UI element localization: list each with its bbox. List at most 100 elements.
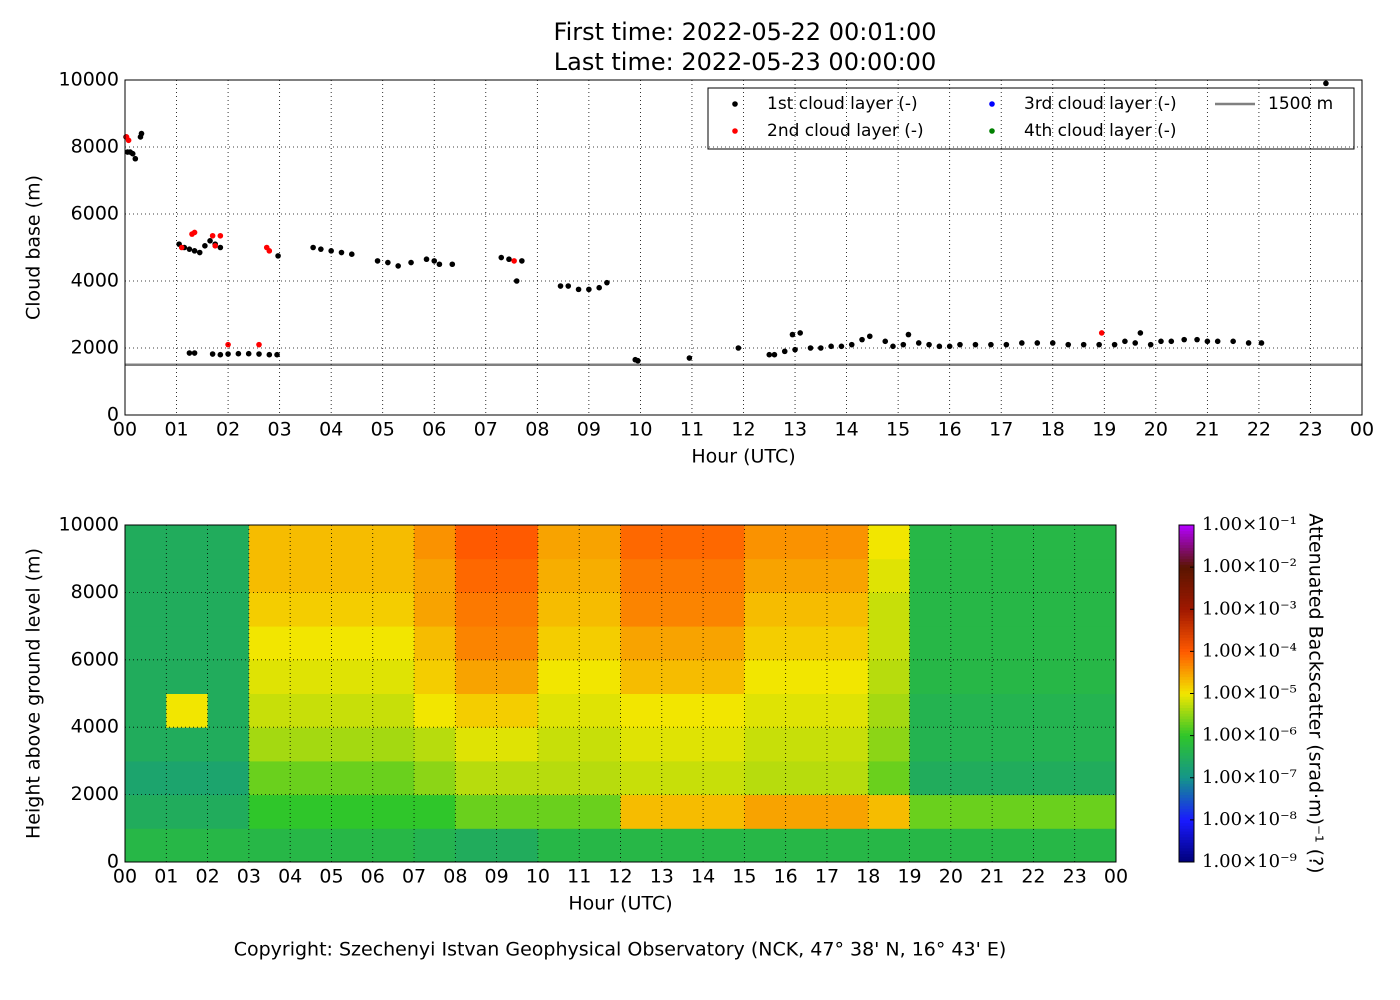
heatmap-cell	[537, 558, 580, 593]
colorbar-tick-label: 1.00×10⁻⁴	[1202, 640, 1297, 661]
heatmap-cell	[207, 525, 250, 560]
heatmap-cell	[1033, 693, 1076, 728]
colorbar-segment	[1179, 822, 1194, 826]
heatmap-cell	[579, 592, 621, 627]
heatmap-cell	[620, 592, 663, 627]
x-tick-label: 04	[278, 866, 302, 888]
heatmap-cell	[290, 794, 332, 829]
legend-label: 2nd cloud layer (-)	[767, 121, 924, 141]
colorbar-segment	[1179, 760, 1194, 765]
heatmap-cell	[992, 592, 1034, 627]
point	[1065, 341, 1072, 348]
heatmap-cell	[414, 693, 456, 728]
heatmap-cell	[620, 828, 663, 863]
point	[449, 261, 456, 268]
point	[129, 150, 136, 157]
heatmap-cell	[1074, 626, 1117, 661]
heatmap-cell	[207, 693, 250, 728]
colorbar-segment	[1179, 586, 1194, 591]
heatmap-cell	[537, 727, 580, 762]
heatmap-cell	[414, 828, 456, 863]
colorbar-segment	[1179, 699, 1194, 703]
heatmap-cell	[703, 760, 745, 796]
heatmap-cell	[331, 794, 374, 829]
y-tick-label: 10000	[59, 514, 119, 536]
x-tick-label: 05	[319, 866, 343, 888]
heatmap-cell	[909, 626, 952, 661]
colorbar-segment	[1179, 836, 1194, 841]
heatmap-cell	[248, 525, 291, 560]
heatmap-cell	[248, 760, 291, 796]
x-tick-label: 08	[443, 866, 467, 888]
point	[797, 330, 803, 336]
heatmap-cell	[537, 525, 580, 560]
legend-label: 1500 m	[1268, 94, 1333, 114]
chart-title: First time: 2022-05-22 00:01:00	[554, 18, 937, 46]
heatmap-cell	[455, 693, 498, 728]
heatmap-cell	[620, 727, 663, 762]
heatmap-cell	[579, 693, 621, 728]
heatmap-cell	[744, 727, 787, 762]
heatmap-cell	[496, 592, 539, 627]
colorbar-segment	[1179, 797, 1194, 801]
heatmap-cell	[992, 727, 1034, 762]
heatmap-cell	[620, 659, 663, 694]
point	[348, 251, 355, 257]
legend-marker	[732, 101, 738, 107]
heatmap-cell	[785, 558, 828, 593]
heatmap-cell	[290, 693, 332, 728]
heatmap-cell	[620, 693, 663, 728]
heatmap-cell	[331, 727, 374, 762]
point	[191, 350, 198, 356]
chart-title: Last time: 2022-05-23 00:00:00	[554, 48, 936, 76]
heatmap-cell	[455, 659, 498, 694]
heatmap-cell	[703, 525, 745, 560]
plot-frame	[124, 79, 1363, 416]
heatmap-cell	[785, 760, 828, 796]
heatmap-cell	[661, 592, 704, 627]
heatmap-cell	[372, 525, 415, 560]
heatmap-cell	[868, 828, 911, 863]
legend-marker	[732, 128, 738, 134]
y-tick-label: 6000	[71, 203, 119, 225]
colorbar-segment	[1179, 550, 1194, 554]
colorbar-segment	[1179, 575, 1194, 579]
colorbar-segment	[1179, 564, 1194, 568]
colorbar-segment	[1179, 598, 1194, 602]
point	[1147, 341, 1154, 348]
x-tick-label: 11	[680, 419, 704, 441]
point	[310, 244, 316, 251]
heatmap-cell	[1074, 693, 1117, 728]
colorbar-segment	[1179, 561, 1194, 565]
point	[225, 351, 231, 357]
colorbar-segment	[1179, 679, 1194, 683]
plot-frame	[124, 524, 1117, 863]
heatmap-cell	[331, 558, 374, 593]
point	[266, 351, 273, 358]
colorbar-segment	[1179, 572, 1194, 577]
heatmap-cell	[785, 727, 828, 762]
colorbar-segment	[1179, 536, 1194, 540]
colorbar-tick-label: 1.00×10⁻⁵	[1202, 683, 1297, 704]
colorbar-segment	[1179, 803, 1194, 807]
colorbar-tick-label: 1.00×10⁻³	[1202, 598, 1297, 619]
point	[1080, 341, 1087, 348]
point	[818, 345, 824, 351]
x-tick-label: 17	[815, 866, 839, 888]
colorbar-segment	[1179, 842, 1194, 846]
point	[385, 259, 391, 266]
colorbar-segment	[1179, 805, 1194, 810]
heatmap-cell	[785, 626, 828, 661]
point	[274, 351, 280, 358]
heatmap-cell	[950, 828, 993, 863]
point	[1019, 340, 1025, 346]
colorbar-segment	[1179, 721, 1194, 725]
heatmap-cell	[579, 659, 621, 694]
heatmap-cell	[950, 626, 993, 661]
colorbar-segment	[1179, 788, 1194, 793]
heatmap-cell	[248, 727, 291, 762]
heatmap-cell	[909, 592, 952, 627]
point	[565, 283, 572, 289]
heatmap-cell	[1033, 525, 1076, 560]
point	[988, 341, 994, 348]
